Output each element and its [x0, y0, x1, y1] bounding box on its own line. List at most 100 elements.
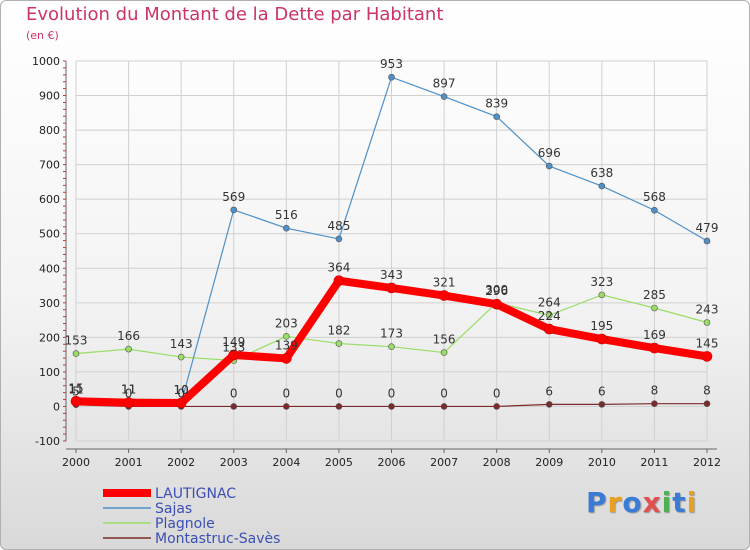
data-label: 139 [275, 338, 298, 352]
legend-label: Plagnole [155, 516, 215, 532]
y-tick-label: 500 [39, 228, 60, 241]
data-point [493, 403, 500, 410]
data-label: 11 [121, 383, 136, 397]
data-point [125, 345, 132, 353]
data-label: 0 [230, 386, 238, 400]
y-tick-label: 400 [39, 262, 60, 275]
series-layer [70, 73, 713, 410]
data-point [545, 401, 553, 408]
data-label: 0 [335, 386, 343, 400]
y-tick-label: 800 [39, 124, 60, 137]
data-point [596, 333, 608, 345]
data-point [70, 395, 82, 407]
data-point [649, 342, 660, 354]
data-point [333, 275, 345, 287]
data-label: 479 [696, 221, 719, 235]
x-tick-label: 2001 [115, 456, 143, 469]
data-point [598, 401, 606, 408]
data-label: 323 [590, 275, 613, 289]
x-tick-label: 2007 [430, 456, 458, 469]
data-label: 166 [117, 329, 140, 343]
x-tick-label: 2004 [272, 456, 300, 469]
data-point [388, 403, 395, 410]
x-tick-label: 2012 [693, 456, 721, 469]
data-label: 0 [125, 386, 133, 400]
x-tick-label: 2010 [588, 456, 616, 469]
data-label: 153 [65, 334, 88, 348]
y-tick-label: 100 [39, 366, 60, 379]
data-point [386, 282, 397, 294]
data-label: 6 [598, 384, 606, 398]
data-label: 0 [283, 386, 291, 400]
data-label: 173 [380, 327, 403, 341]
x-tick-label: 2005 [325, 456, 353, 469]
data-point [545, 162, 553, 170]
data-point [703, 400, 711, 407]
data-point [703, 237, 711, 245]
y-tick-label: 600 [39, 193, 60, 206]
data-point [175, 397, 187, 409]
data-point [335, 340, 343, 347]
data-label: 203 [275, 316, 298, 330]
data-point [651, 304, 658, 312]
data-point [283, 333, 290, 340]
data-label: 11 [121, 383, 136, 397]
x-tick-label: 2002 [167, 456, 195, 469]
data-point [388, 343, 395, 350]
axis-layer: -100010020030040050060070080090010002000… [32, 55, 721, 469]
x-tick-label: 2006 [378, 456, 406, 469]
y-tick-label: 1000 [32, 55, 60, 68]
data-point [543, 323, 555, 335]
data-label: 169 [643, 328, 666, 342]
chart-title: Evolution du Montant de la Dette par Hab… [26, 4, 444, 25]
data-label: 8 [651, 384, 659, 398]
data-label: 0 [440, 386, 448, 400]
x-tick-label: 2011 [640, 456, 668, 469]
data-label: 569 [222, 190, 245, 204]
logo-letter: x [642, 486, 662, 519]
logo-letter: i [686, 486, 698, 519]
data-label: 264 [538, 295, 561, 309]
y-tick-label: 300 [39, 297, 60, 310]
data-point [230, 206, 238, 214]
y-tick-label: 700 [39, 159, 60, 172]
data-point [335, 403, 343, 410]
data-label: 11 [68, 383, 83, 397]
data-point [440, 93, 448, 100]
data-label: 8 [703, 384, 711, 398]
data-label: 300 [485, 283, 508, 297]
data-point [440, 349, 448, 356]
y-tick-label: 900 [39, 90, 60, 103]
data-label: 568 [643, 190, 666, 204]
data-label: 364 [327, 261, 350, 275]
data-label: 143 [170, 337, 193, 351]
chart-subtitle: (en €) [26, 29, 59, 42]
y-tick-label: 200 [39, 331, 60, 344]
data-point [598, 182, 606, 190]
proxiti-logo: Proxiti [586, 486, 697, 519]
data-label: 953 [380, 57, 403, 71]
data-label: 696 [538, 146, 561, 160]
data-point [228, 349, 240, 361]
data-label: 0 [388, 386, 396, 400]
data-point [440, 403, 448, 410]
data-point [123, 397, 134, 408]
data-label: 485 [327, 219, 350, 233]
data-point [230, 403, 238, 410]
logo-letter: t [672, 486, 687, 519]
data-point [283, 403, 290, 410]
x-tick-label: 2003 [220, 456, 248, 469]
legend-label: Montastruc-Savès [155, 531, 280, 547]
data-point [177, 353, 185, 361]
data-point [281, 353, 292, 364]
data-label: 285 [643, 288, 666, 302]
legend-label: Sajas [155, 501, 192, 517]
data-point [335, 235, 343, 243]
data-point [72, 350, 80, 357]
data-point [388, 73, 395, 81]
data-point [598, 291, 606, 299]
data-label: 296 [485, 284, 508, 298]
